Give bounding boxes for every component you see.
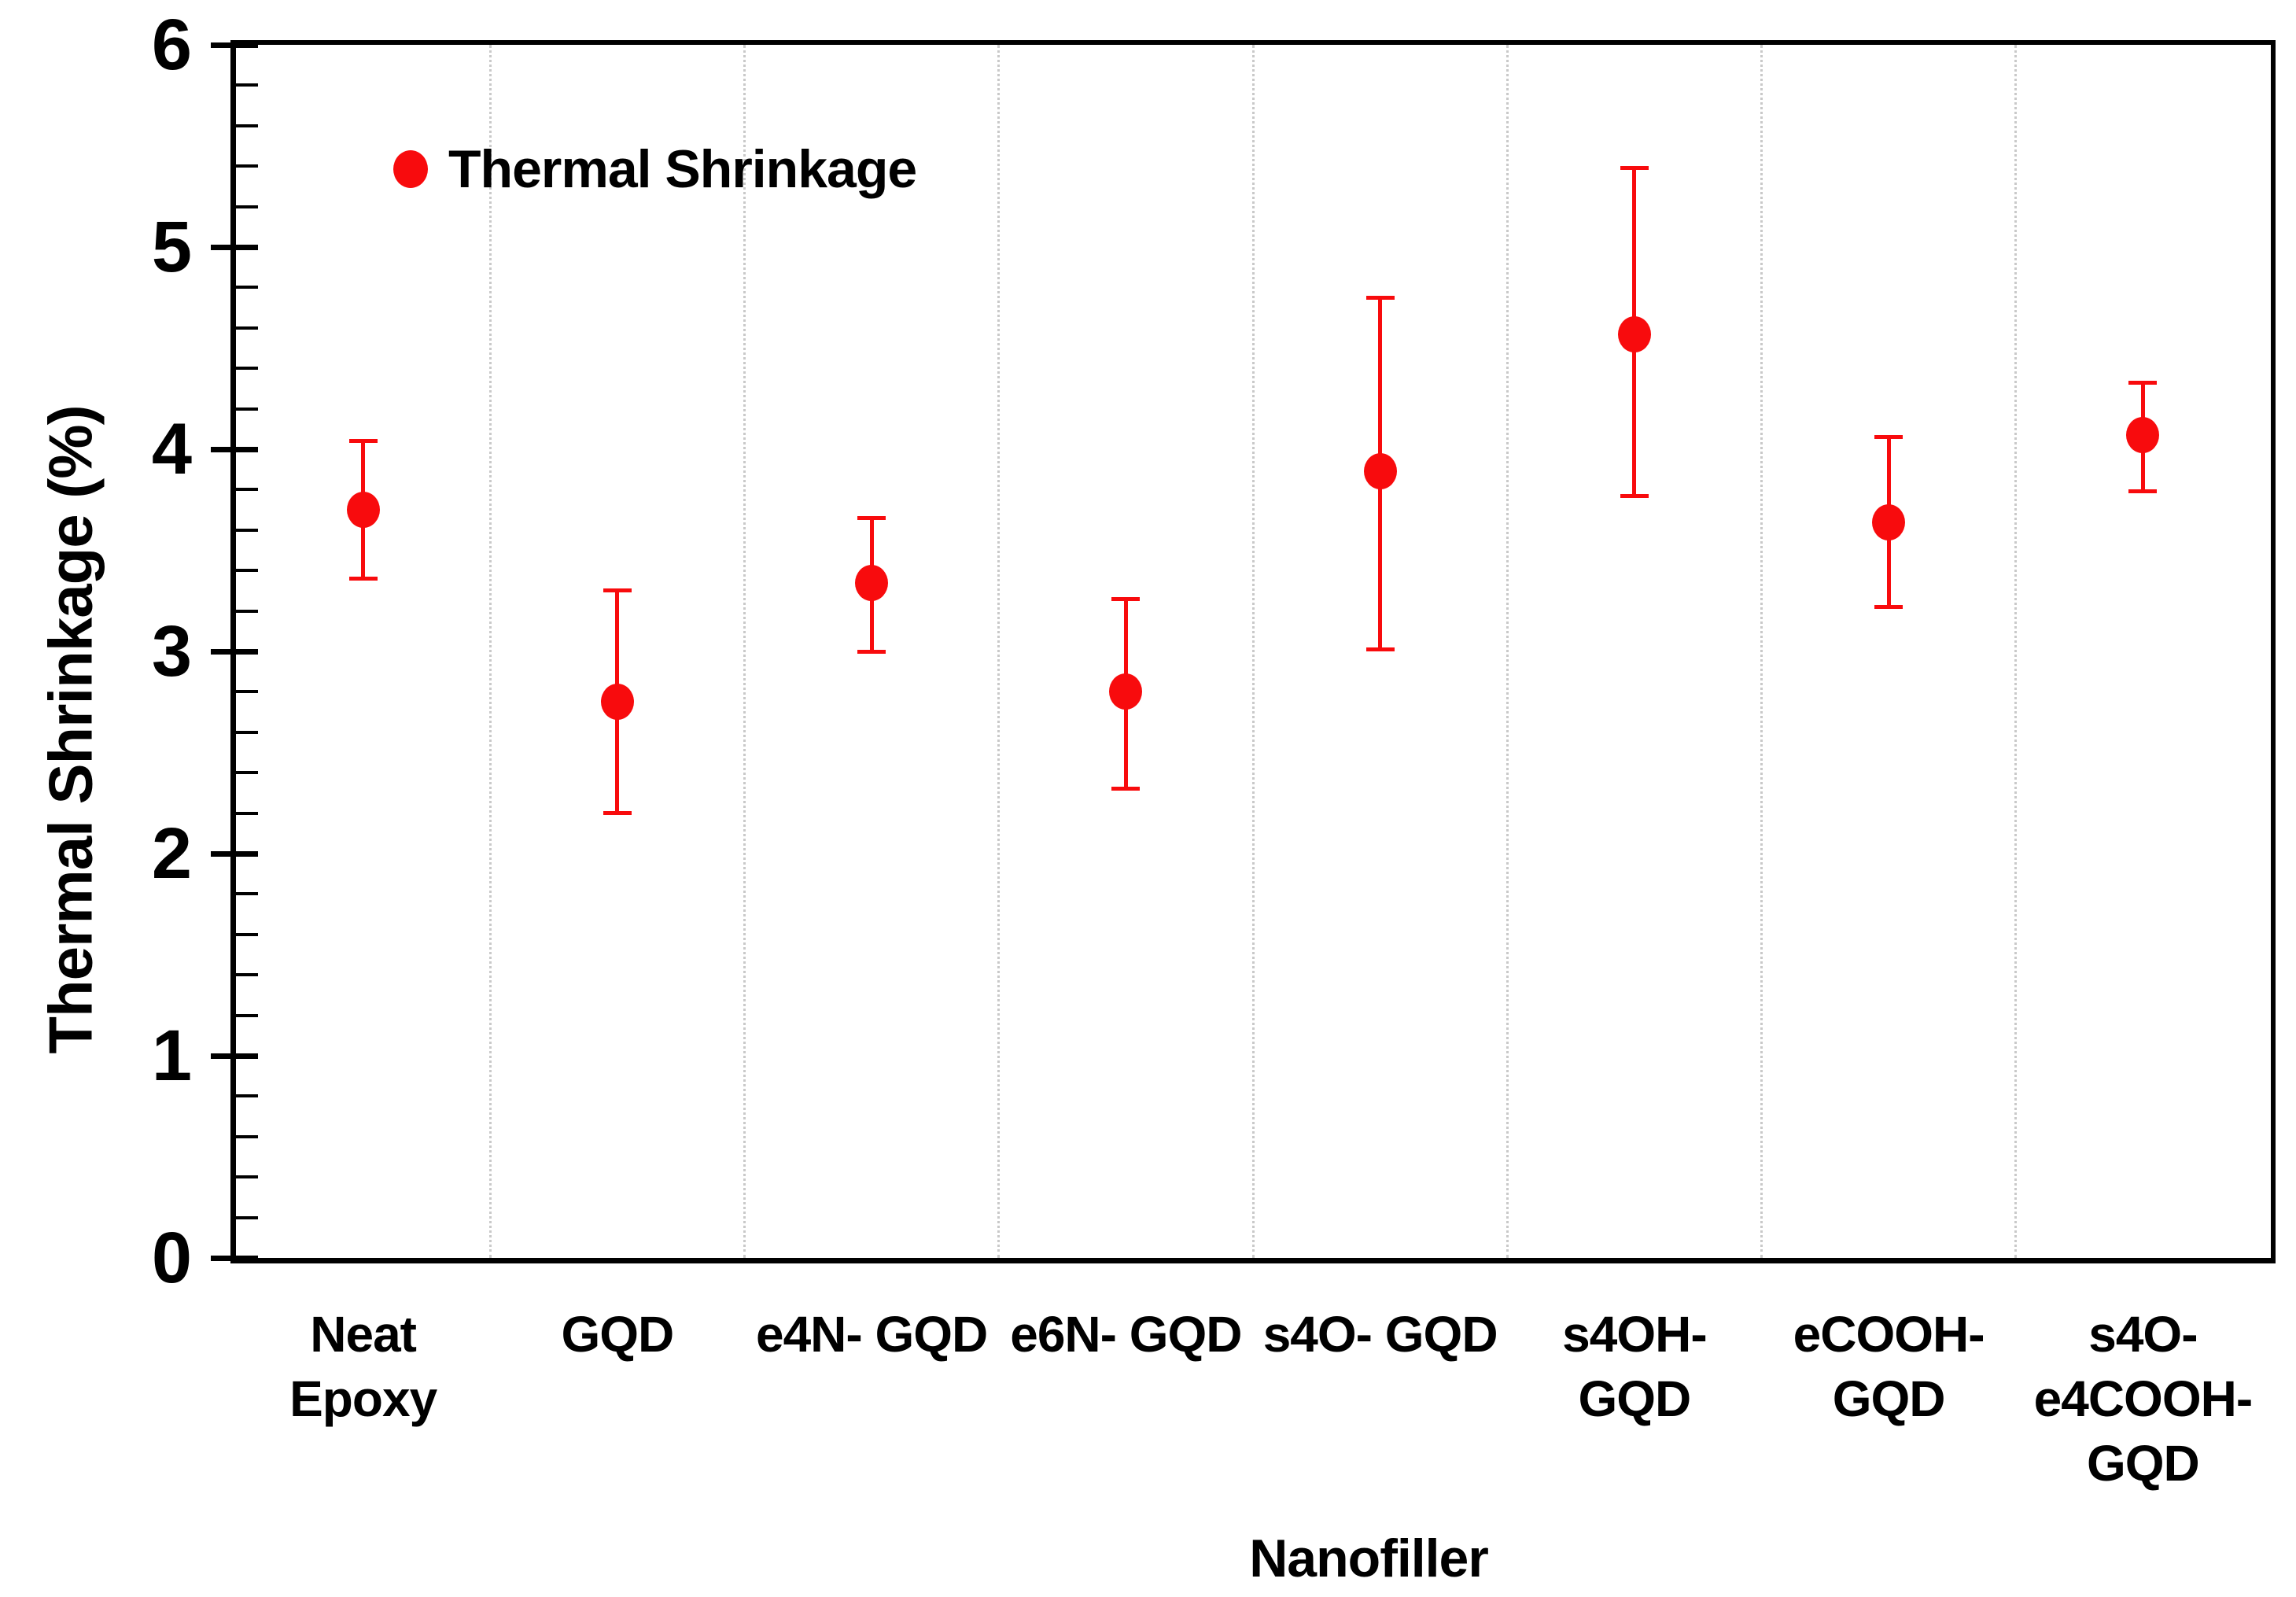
error-bar-cap-top [2128, 380, 2158, 385]
x-category-label: e6N- GQD [1010, 1306, 1242, 1363]
y-minor-tick [236, 286, 258, 290]
y-minor-tick [236, 407, 258, 411]
category-boundary-gridline [2014, 45, 2018, 1258]
category-boundary-gridline [1251, 45, 1255, 1258]
y-minor-tick [236, 690, 258, 694]
error-bar-cap-top [1620, 166, 1649, 171]
legend-red-dot-icon [393, 150, 428, 188]
x-category-label: s4O- GQD [1262, 1306, 1498, 1363]
y-minor-tick [236, 164, 258, 168]
y-major-tick [211, 850, 258, 857]
category-boundary-gridline [997, 45, 1001, 1258]
y-tick-label: 6 [151, 5, 192, 85]
error-bar-cap-top [1874, 435, 1904, 440]
y-tick-label: 0 [151, 1218, 192, 1298]
error-bar-cap-top [348, 439, 378, 444]
y-minor-tick [236, 528, 258, 532]
data-point-marker [1363, 453, 1397, 490]
y-minor-tick [236, 326, 258, 330]
y-tick-label: 4 [151, 409, 192, 489]
y-major-tick [211, 42, 258, 48]
x-category-label: e4N- GQD [755, 1306, 988, 1363]
error-bar-cap-top [857, 515, 886, 520]
error-bar-cap-bottom [2128, 489, 2158, 494]
y-minor-tick [236, 124, 258, 127]
y-major-tick [211, 446, 258, 452]
y-minor-tick [236, 488, 258, 492]
plot-layer [211, 42, 2270, 1261]
error-bar-cap-bottom [1111, 787, 1141, 791]
error-bar-cap-bottom [1874, 604, 1904, 609]
y-minor-tick [236, 892, 258, 896]
y-minor-tick [236, 771, 258, 775]
error-bar-cap-bottom [348, 576, 378, 581]
y-minor-tick [236, 932, 258, 936]
y-minor-tick [236, 83, 258, 87]
y-minor-tick [236, 205, 258, 208]
y-minor-tick [236, 367, 258, 371]
data-point-marker [346, 492, 380, 529]
data-point-marker [2126, 417, 2160, 453]
data-point-marker [1109, 673, 1143, 710]
data-point-marker [600, 684, 634, 721]
y-minor-tick [236, 1094, 258, 1098]
data-point-marker [855, 564, 889, 601]
error-bar-cap-bottom [603, 811, 632, 816]
error-bar-cap-bottom [1365, 647, 1395, 651]
x-category-label: s4O- e4COOH- GQD [2033, 1306, 2254, 1492]
legend: Thermal Shrinkage [393, 132, 917, 206]
x-category-label: GQD [561, 1306, 674, 1363]
data-point-marker [1872, 503, 1906, 540]
category-boundary-gridline [1760, 45, 1763, 1258]
y-minor-tick [236, 1175, 258, 1179]
error-bar-cap-top [1111, 596, 1141, 601]
error-bar-cap-bottom [857, 649, 886, 654]
y-minor-tick [236, 1215, 258, 1219]
error-bar-cap-bottom [1620, 493, 1649, 498]
error-bar-cap-top [603, 588, 632, 593]
x-category-label: eCOOH- GQD [1793, 1306, 1985, 1427]
y-major-tick [211, 1053, 258, 1059]
y-tick-label: 5 [151, 207, 192, 287]
error-bar-cap-top [1365, 295, 1395, 300]
data-point-marker [1617, 315, 1651, 352]
category-boundary-gridline [743, 45, 746, 1258]
y-minor-tick [236, 973, 258, 977]
x-category-label: Neat Epoxy [289, 1306, 437, 1427]
y-minor-tick [236, 609, 258, 613]
y-major-tick [211, 244, 258, 250]
y-tick-label: 2 [151, 813, 192, 894]
y-minor-tick [236, 730, 258, 734]
y-minor-tick [236, 811, 258, 815]
x-category-label: s4OH- GQD [1562, 1306, 1708, 1427]
y-minor-tick [236, 1013, 258, 1017]
y-tick-label: 3 [151, 611, 192, 692]
y-minor-tick [236, 1134, 258, 1138]
y-minor-tick [236, 569, 258, 573]
y-major-tick [211, 648, 258, 655]
category-boundary-gridline [1505, 45, 1509, 1258]
y-major-tick [211, 1255, 258, 1261]
y-tick-label: 1 [151, 1016, 192, 1096]
legend-label: Thermal Shrinkage [448, 139, 917, 199]
x-axis-title: Nanofiller [1249, 1529, 1489, 1588]
category-boundary-gridline [488, 45, 492, 1258]
